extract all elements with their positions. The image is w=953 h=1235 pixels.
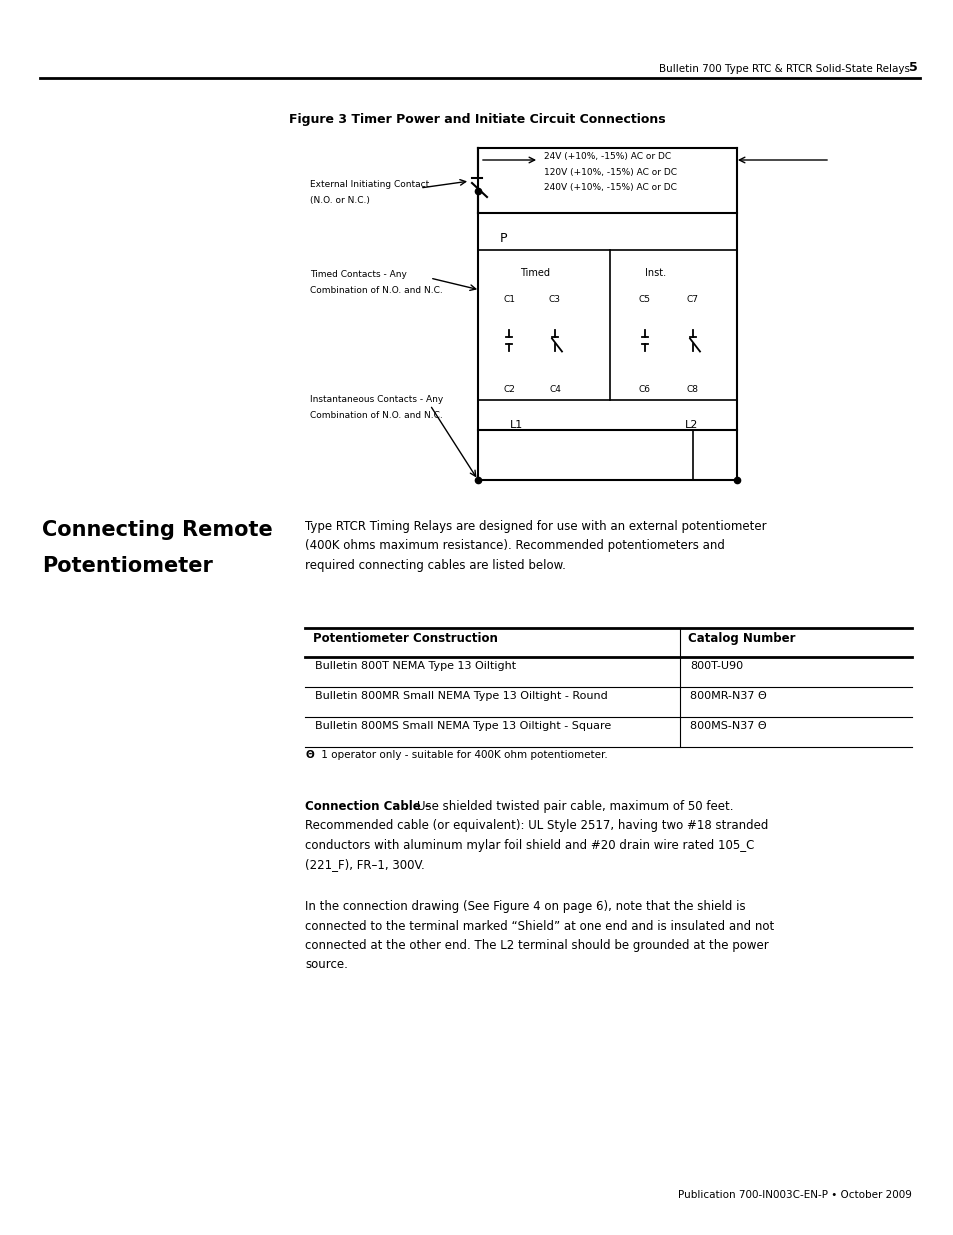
Text: conductors with aluminum mylar foil shield and #20 drain wire rated 105_C: conductors with aluminum mylar foil shie…	[305, 839, 754, 852]
Text: 120V (+10%, -15%) AC or DC: 120V (+10%, -15%) AC or DC	[543, 168, 677, 177]
Text: 1 operator only - suitable for 400K ohm potentiometer.: 1 operator only - suitable for 400K ohm …	[317, 750, 607, 760]
Text: Combination of N.O. and N.C.: Combination of N.O. and N.C.	[310, 411, 442, 420]
Text: 240V (+10%, -15%) AC or DC: 240V (+10%, -15%) AC or DC	[543, 183, 677, 191]
Text: C3: C3	[548, 295, 560, 304]
Text: source.: source.	[305, 958, 348, 972]
Text: Connecting Remote: Connecting Remote	[42, 520, 273, 540]
Text: C8: C8	[686, 385, 699, 394]
Text: L1: L1	[510, 420, 522, 430]
Text: Bulletin 800MR Small NEMA Type 13 Oiltight - Round: Bulletin 800MR Small NEMA Type 13 Oiltig…	[314, 692, 607, 701]
Text: Potentiometer: Potentiometer	[42, 556, 213, 576]
Text: connected to the terminal marked “Shield” at one end and is insulated and not: connected to the terminal marked “Shield…	[305, 920, 774, 932]
Text: L2: L2	[684, 420, 698, 430]
Text: Bulletin 800T NEMA Type 13 Oiltight: Bulletin 800T NEMA Type 13 Oiltight	[314, 661, 516, 671]
Text: Connection Cable –: Connection Cable –	[305, 800, 435, 813]
Text: C1: C1	[502, 295, 515, 304]
Text: (221_F), FR–1, 300V.: (221_F), FR–1, 300V.	[305, 858, 424, 872]
Text: 800MR-N37 Θ: 800MR-N37 Θ	[689, 692, 766, 701]
Text: 5: 5	[908, 61, 917, 74]
Text: In the connection drawing (See Figure 4 on page 6), note that the shield is: In the connection drawing (See Figure 4 …	[305, 900, 745, 913]
Text: 800MS-N37 Θ: 800MS-N37 Θ	[689, 721, 766, 731]
Text: Publication 700-IN003C-EN-P • October 2009: Publication 700-IN003C-EN-P • October 20…	[678, 1191, 911, 1200]
Text: Combination of N.O. and N.C.: Combination of N.O. and N.C.	[310, 287, 442, 295]
Text: Timed: Timed	[519, 268, 550, 278]
Text: C6: C6	[639, 385, 650, 394]
Text: required connecting cables are listed below.: required connecting cables are listed be…	[305, 559, 565, 572]
Text: Type RTCR Timing Relays are designed for use with an external potentiometer: Type RTCR Timing Relays are designed for…	[305, 520, 766, 534]
Text: Timed Contacts - Any: Timed Contacts - Any	[310, 270, 406, 279]
Text: Bulletin 800MS Small NEMA Type 13 Oiltight - Square: Bulletin 800MS Small NEMA Type 13 Oiltig…	[314, 721, 611, 731]
Text: Bulletin 700 Type RTC & RTCR Solid-State Relays: Bulletin 700 Type RTC & RTCR Solid-State…	[659, 64, 909, 74]
Text: 800T-U90: 800T-U90	[689, 661, 742, 671]
Bar	[477, 212, 737, 430]
Text: C5: C5	[639, 295, 650, 304]
Text: Inst.: Inst.	[644, 268, 665, 278]
Text: External Initiating Contact: External Initiating Contact	[310, 180, 429, 189]
Text: (400K ohms maximum resistance). Recommended potentiometers and: (400K ohms maximum resistance). Recommen…	[305, 540, 724, 552]
Text: C2: C2	[502, 385, 515, 394]
Text: (N.O. or N.C.): (N.O. or N.C.)	[310, 196, 370, 205]
Text: Catalog Number: Catalog Number	[687, 632, 795, 645]
Text: Θ: Θ	[305, 750, 314, 760]
Text: Recommended cable (or equivalent): UL Style 2517, having two #18 stranded: Recommended cable (or equivalent): UL St…	[305, 820, 767, 832]
Text: Use shielded twisted pair cable, maximum of 50 feet.: Use shielded twisted pair cable, maximum…	[416, 800, 733, 813]
Text: P: P	[499, 232, 507, 245]
Text: 24V (+10%, -15%) AC or DC: 24V (+10%, -15%) AC or DC	[543, 152, 670, 161]
Text: Instantaneous Contacts - Any: Instantaneous Contacts - Any	[310, 395, 443, 404]
Text: Potentiometer Construction: Potentiometer Construction	[313, 632, 497, 645]
Text: connected at the other end. The L2 terminal should be grounded at the power: connected at the other end. The L2 termi…	[305, 939, 768, 952]
Text: C7: C7	[686, 295, 699, 304]
Text: Figure 3 Timer Power and Initiate Circuit Connections: Figure 3 Timer Power and Initiate Circui…	[289, 112, 664, 126]
Text: C4: C4	[549, 385, 560, 394]
